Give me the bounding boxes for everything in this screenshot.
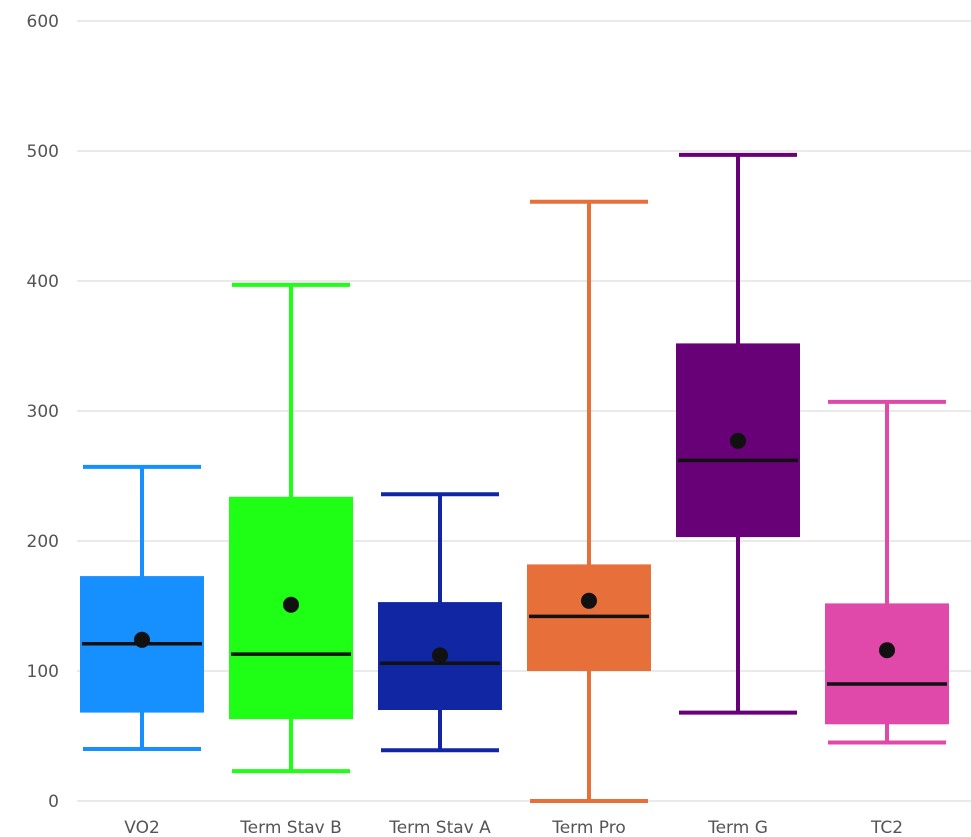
x-category-label: Term Pro	[551, 818, 626, 837]
x-category-label: VO2	[124, 818, 160, 837]
grid-lines	[77, 20, 971, 802]
y-axis-ticks: 0 100 200 300 400 500 600	[27, 12, 59, 812]
y-tick-label: 200	[27, 532, 59, 552]
y-tick-label: 300	[27, 402, 59, 422]
mean-marker	[730, 432, 746, 449]
boxes	[80, 152, 949, 803]
y-tick-label: 400	[27, 272, 59, 292]
x-category-label: Term Stav A	[388, 818, 491, 837]
box-vo2	[80, 464, 204, 751]
y-tick-label: 100	[27, 662, 59, 682]
y-tick-label: 0	[48, 792, 59, 812]
box-term-g	[676, 152, 800, 715]
mean-marker	[432, 647, 448, 664]
box-term-pro	[527, 199, 651, 803]
box-tc2	[825, 399, 949, 745]
box-term-stav-b	[229, 282, 353, 774]
mean-marker	[283, 596, 299, 613]
mean-marker	[879, 642, 895, 659]
x-axis-labels: VO2 Term Stav B Term Stav A Term Pro Term G T…	[124, 818, 903, 837]
box-term-stav-a	[378, 492, 502, 753]
mean-marker	[134, 631, 150, 648]
x-category-label: Term Stav B	[239, 818, 342, 837]
y-tick-label: 600	[27, 12, 59, 32]
mean-marker	[581, 592, 597, 609]
iqr-box	[825, 603, 949, 725]
y-tick-label: 500	[27, 142, 59, 162]
x-category-label: TC2	[870, 818, 903, 837]
x-category-label: Term G	[707, 818, 768, 837]
